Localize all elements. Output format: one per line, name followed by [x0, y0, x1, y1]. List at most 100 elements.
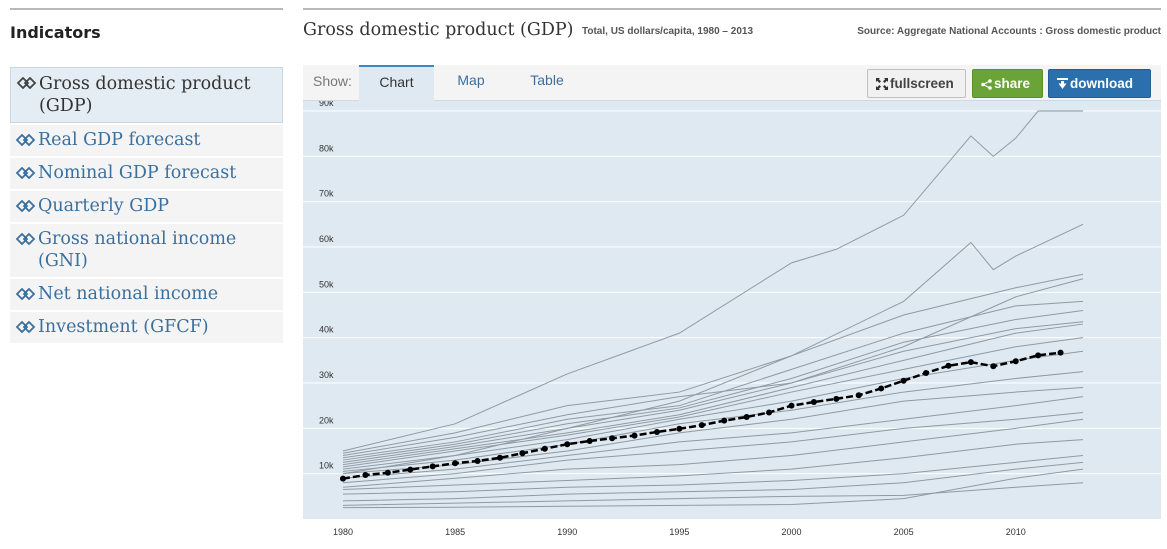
- chevron-right-double-icon: [17, 77, 37, 89]
- download-button[interactable]: download: [1048, 69, 1151, 98]
- tab-chart[interactable]: Chart: [359, 65, 434, 101]
- data-point[interactable]: [945, 362, 952, 369]
- fullscreen-button[interactable]: fullscreen: [867, 69, 966, 98]
- chart-toolbar: Show: Chart Map Table fullscreen share d…: [303, 65, 1161, 101]
- indicator-list: Gross domestic product (GDP) Real GDP for…: [10, 67, 283, 343]
- country-series-line[interactable]: [342, 337, 1084, 468]
- country-series-line[interactable]: [342, 482, 1084, 506]
- data-point[interactable]: [1057, 349, 1064, 356]
- data-point[interactable]: [407, 466, 414, 473]
- data-point[interactable]: [900, 377, 907, 384]
- data-point[interactable]: [541, 445, 548, 452]
- country-series-line[interactable]: [342, 321, 1084, 463]
- country-series-line[interactable]: [342, 411, 1084, 484]
- chart-subtitle: Total, US dollars/capita, 1980 – 2013: [582, 26, 754, 37]
- sidebar-item-nominal-gdp-forecast[interactable]: Nominal GDP forecast: [10, 158, 283, 189]
- y-tick-label: 40k: [319, 325, 334, 335]
- data-point[interactable]: [788, 402, 795, 409]
- sidebar-item-label: Gross national income (GNI): [38, 229, 237, 271]
- chevron-right-double-icon: [16, 134, 36, 146]
- data-point[interactable]: [496, 454, 503, 461]
- y-tick-label: 50k: [319, 279, 334, 289]
- data-point[interactable]: [340, 475, 346, 482]
- sidebar-item-real-gdp-forecast[interactable]: Real GDP forecast: [10, 125, 283, 156]
- share-label: share: [994, 76, 1031, 91]
- data-point[interactable]: [586, 438, 593, 445]
- country-series-line[interactable]: [342, 309, 1084, 461]
- x-tick-label: 2000: [781, 527, 801, 537]
- data-point[interactable]: [878, 385, 885, 392]
- data-point[interactable]: [721, 417, 728, 424]
- data-point[interactable]: [474, 457, 481, 464]
- chart-svg: 10k 20k 30k 40k 50k 60k 70k 80k 90k 1980 1985 1990…: [303, 101, 1161, 537]
- country-series-line[interactable]: [342, 223, 1084, 475]
- country-series-line[interactable]: [342, 439, 1084, 491]
- sidebar-item-quarterly-gdp[interactable]: Quarterly GDP: [10, 191, 283, 222]
- sidebar-item-label: Investment (GFCF): [38, 317, 209, 337]
- x-tick-label: 2005: [894, 527, 914, 537]
- data-point[interactable]: [833, 395, 840, 402]
- country-series-line[interactable]: [342, 455, 1084, 495]
- data-point[interactable]: [564, 441, 571, 448]
- sidebar-item-net-national-income[interactable]: Net national income: [10, 279, 283, 310]
- x-tick-label: 1990: [557, 527, 577, 537]
- data-point[interactable]: [653, 428, 660, 435]
- data-point[interactable]: [362, 472, 369, 479]
- main-divider: [303, 8, 1161, 10]
- data-point[interactable]: [967, 359, 974, 366]
- data-point[interactable]: [519, 450, 526, 457]
- country-series-line[interactable]: [342, 110, 1083, 452]
- y-tick-label: 30k: [319, 370, 334, 380]
- country-series-line[interactable]: [342, 278, 1084, 457]
- sidebar-item-investment-gfcf[interactable]: Investment (GFCF): [10, 312, 283, 343]
- share-button[interactable]: share: [972, 69, 1043, 98]
- chevron-right-double-icon: [16, 167, 36, 179]
- data-point[interactable]: [631, 432, 638, 439]
- data-point[interactable]: [923, 370, 930, 377]
- data-point[interactable]: [855, 392, 862, 399]
- data-point[interactable]: [676, 425, 683, 432]
- sidebar-item-label: Quarterly GDP: [38, 196, 170, 216]
- plot-background: [303, 101, 1161, 519]
- page-title: Gross domestic product (GDP): [303, 20, 574, 40]
- data-point[interactable]: [429, 463, 436, 470]
- sidebar-item-gross-domestic-product-gdp[interactable]: Gross domestic product (GDP): [10, 67, 283, 123]
- share-icon: [981, 79, 992, 90]
- x-tick-label: 2010: [1006, 527, 1026, 537]
- data-point[interactable]: [990, 363, 997, 370]
- country-series-line[interactable]: [342, 300, 1084, 459]
- data-point[interactable]: [384, 469, 391, 476]
- country-series-line[interactable]: [342, 273, 1084, 454]
- chevron-right-double-icon: [16, 288, 36, 300]
- data-point[interactable]: [452, 460, 459, 467]
- y-tick-label: 60k: [319, 234, 334, 244]
- chevron-right-double-icon: [16, 200, 36, 212]
- source-link[interactable]: Source: Aggregate National Accounts : Gr…: [857, 26, 1161, 37]
- country-series-line[interactable]: [342, 468, 1084, 509]
- data-point[interactable]: [698, 422, 705, 429]
- sidebar-item-label: Real GDP forecast: [38, 130, 201, 150]
- country-series-line[interactable]: [342, 371, 1084, 472]
- tab-table[interactable]: Table: [530, 72, 564, 88]
- sidebar-item-gross-national-income-gni[interactable]: Gross national income (GNI): [10, 224, 283, 277]
- fullscreen-label: fullscreen: [890, 76, 954, 91]
- data-point[interactable]: [609, 435, 616, 442]
- sidebar: Indicators Gross domestic product (GDP) R…: [10, 8, 283, 345]
- sidebar-item-label: Net national income: [38, 284, 219, 304]
- show-label: Show:: [313, 73, 352, 89]
- data-point[interactable]: [1035, 352, 1042, 359]
- country-series-line[interactable]: [342, 461, 1084, 502]
- country-series-line[interactable]: [342, 323, 1084, 466]
- x-tick-label: 1985: [445, 527, 465, 537]
- y-tick-label: 20k: [319, 415, 334, 425]
- country-series-line[interactable]: [342, 418, 1084, 488]
- data-point[interactable]: [1012, 358, 1019, 365]
- chevron-right-double-icon: [16, 321, 36, 333]
- country-series-line[interactable]: [342, 350, 1084, 470]
- data-point[interactable]: [810, 399, 817, 406]
- data-point[interactable]: [766, 409, 773, 416]
- country-series-line[interactable]: [342, 396, 1084, 479]
- x-tick-label: 1980: [333, 527, 353, 537]
- data-point[interactable]: [743, 414, 750, 420]
- tab-map[interactable]: Map: [457, 72, 485, 88]
